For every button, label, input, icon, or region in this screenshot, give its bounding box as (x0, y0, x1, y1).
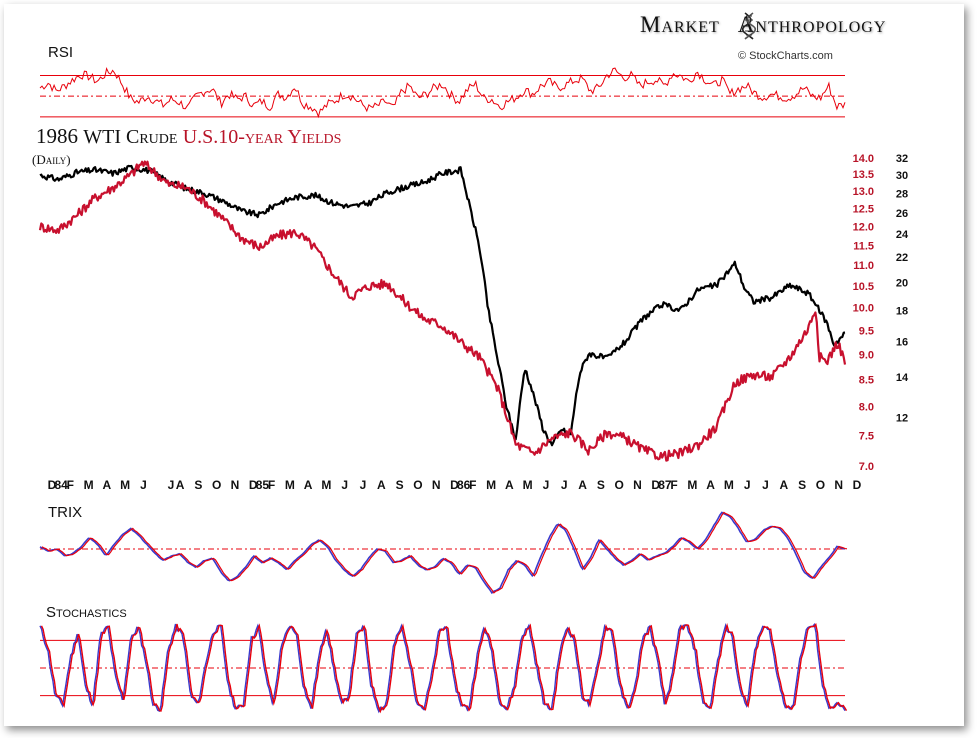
chart-title: 1986 WTI Crude U.S.10-year Yields (36, 124, 341, 149)
x-axis-label-35: N (633, 478, 642, 492)
rsi-series-line (39, 67, 846, 119)
x-axis-label-23: N (432, 478, 441, 492)
yield-axis-tick-9.0: 9.0 (859, 349, 874, 361)
x-axis-label-30: J (543, 478, 550, 492)
copyright-text: © StockCharts.com (738, 50, 833, 62)
trix-series-line (39, 511, 846, 595)
x-axis-label-48: D (853, 478, 862, 492)
crude-axis-tick-18: 18 (896, 305, 908, 317)
x-axis-label-41: M (724, 478, 734, 492)
brand-title: Market Anthropology (640, 12, 886, 38)
crude-axis-tick-28: 28 (896, 188, 908, 200)
crude-axis-tick-22: 22 (896, 252, 908, 264)
yield-axis-tick-8.0: 8.0 (859, 402, 874, 414)
yield-axis-tick-12.0: 12.0 (853, 221, 874, 233)
yield-axis-tick-11.0: 11.0 (853, 260, 874, 272)
trix-signal-line (41, 511, 848, 594)
x-axis-label-19: J (360, 478, 367, 492)
x-axis-label-16: A (304, 478, 313, 492)
x-axis-label-45: S (798, 478, 806, 492)
x-axis-label-46: O (816, 478, 825, 492)
x-axis-label-29: M (523, 478, 533, 492)
trix-label: TRIX (48, 504, 83, 521)
yield-axis-tick-14.0: 14.0 (853, 153, 874, 165)
x-axis-label-14: F (268, 478, 275, 492)
title-crude: WTI Crude (83, 126, 178, 148)
crude-axis-tick-20: 20 (896, 277, 908, 289)
x-axis-label-2: F (67, 478, 74, 492)
yield-axis-tick-13.0: 13.0 (853, 186, 874, 198)
stochastics-label: Stochastics (46, 604, 127, 621)
x-axis-label-15: M (285, 478, 295, 492)
x-axis-label-36: D (651, 478, 660, 492)
x-axis-label-17: M (321, 478, 331, 492)
dna-helix-icon (741, 12, 757, 40)
crude-axis-tick-14: 14 (896, 372, 909, 384)
chart-subtitle: (Daily) (32, 152, 71, 167)
yield-axis-tick-10.5: 10.5 (853, 281, 874, 293)
crude-axis-tick-32: 32 (896, 153, 908, 165)
yield-axis-tick-9.5: 9.5 (859, 325, 874, 337)
crude-axis-tick-26: 26 (896, 208, 908, 220)
x-axis-label-12: D (249, 478, 258, 492)
x-axis-label-7: J (168, 478, 175, 492)
x-axis-label-18: J (341, 478, 348, 492)
x-axis-label-34: O (614, 478, 623, 492)
x-axis-label-28: A (505, 478, 514, 492)
crude-axis-tick-30: 30 (896, 170, 908, 182)
x-axis-label-27: M (486, 478, 496, 492)
x-axis-label-9: S (194, 478, 202, 492)
yield-axis-tick-10.0: 10.0 (853, 303, 874, 315)
x-axis-label-1: 84 (54, 478, 68, 492)
title-year: 1986 (36, 124, 78, 148)
x-axis-label-31: J (561, 478, 568, 492)
x-axis-label-4: A (103, 478, 112, 492)
x-axis-label-5: M (120, 478, 130, 492)
yield-axis-tick-12.5: 12.5 (853, 203, 874, 215)
rsi-label: RSI (48, 44, 74, 61)
x-axis-label-40: A (706, 478, 715, 492)
yield-axis-tick-7.0: 7.0 (859, 461, 874, 473)
x-axis-label-42: J (744, 478, 751, 492)
crude-axis-tick-12: 12 (896, 413, 908, 425)
x-axis-label-32: A (578, 478, 587, 492)
x-axis-label-43: J (762, 478, 769, 492)
x-axis-label-25: 86 (457, 478, 471, 492)
stochastic-d-line (40, 622, 848, 714)
x-axis-label-13: 85 (256, 478, 270, 492)
x-axis-label-3: M (84, 478, 94, 492)
title-yields: U.S.10-year Yields (182, 126, 342, 148)
x-axis-label-6: J (140, 478, 147, 492)
x-axis-label-20: A (377, 478, 386, 492)
x-axis-label-8: A (176, 478, 185, 492)
brand-right-text: Anthropology (737, 12, 887, 37)
crude-axis-tick-24: 24 (896, 229, 909, 241)
x-axis-label-0: D (48, 478, 57, 492)
x-axis-label-38: F (670, 478, 677, 492)
yield-axis-tick-11.5: 11.5 (853, 240, 874, 252)
x-axis-label-44: A (779, 478, 788, 492)
yields-price-line (38, 160, 847, 462)
brand-left-text: Market (640, 12, 720, 37)
x-axis-label-11: N (231, 478, 240, 492)
x-axis-label-22: O (413, 478, 422, 492)
x-axis-label-37: 87 (658, 478, 672, 492)
crude-axis-tick-16: 16 (896, 337, 908, 349)
yield-axis-tick-7.5: 7.5 (859, 430, 874, 442)
x-axis-label-24: D (450, 478, 459, 492)
x-axis-label-39: M (687, 478, 697, 492)
x-axis-label-26: F (469, 478, 476, 492)
x-axis-label-10: O (212, 478, 221, 492)
x-axis-label-47: N (834, 478, 843, 492)
yield-axis-tick-13.5: 13.5 (853, 169, 874, 181)
x-axis-label-33: S (597, 478, 605, 492)
yield-axis-tick-8.5: 8.5 (859, 375, 874, 387)
x-axis-label-21: S (396, 478, 404, 492)
